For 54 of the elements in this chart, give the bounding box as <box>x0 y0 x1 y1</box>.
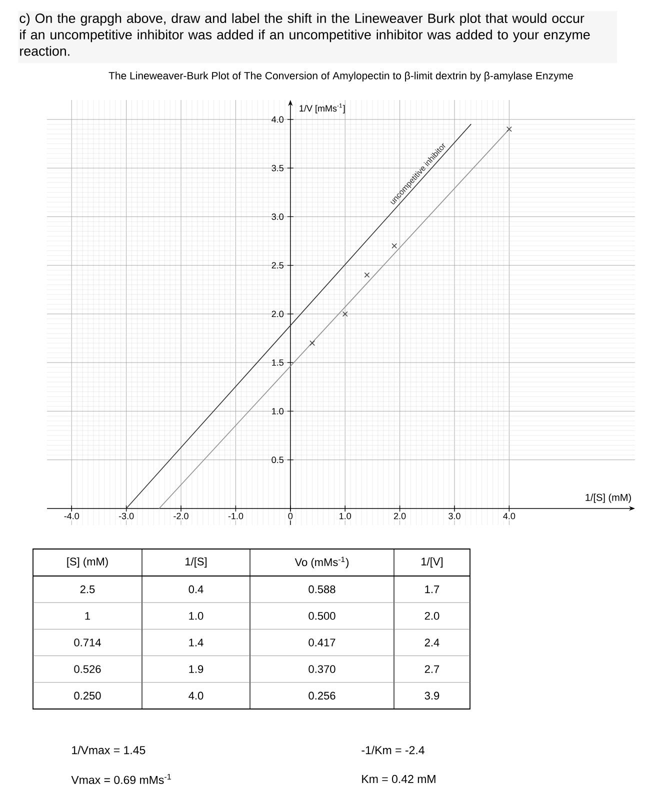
text: Vo (mMs$^{-1}$) <box>294 556 349 568</box>
text: 2.0 <box>424 612 440 620</box>
x-axis-title: 1/[S] (mM) <box>586 494 631 503</box>
text: 4.0 <box>188 692 204 700</box>
x-tick-label: -2.0 <box>174 512 188 520</box>
x-tick-label: 1.0 <box>340 512 352 520</box>
point <box>392 243 397 248</box>
text: 3.9 <box>424 692 440 700</box>
text: 0.500 <box>308 612 336 620</box>
x-tick-label: -3.0 <box>118 512 134 520</box>
y-tick-label: 3.0 <box>272 214 284 220</box>
y-axis-title: 1/V [mMs$^{-1}$] <box>300 104 345 114</box>
text: 2.4 <box>424 638 440 646</box>
y-tick-label: 3.5 <box>272 164 284 172</box>
text: 0.4 <box>188 585 204 594</box>
text: [S] (mM) <box>67 557 108 568</box>
text: 0.588 <box>308 585 336 594</box>
chart-title: The Lineweaver-Burk Plot of The Conversion of Amylopectin to β-limit dextrin by β-amylase Enzyme <box>108 72 573 82</box>
point <box>506 126 512 132</box>
text: 1/[S] <box>186 557 207 568</box>
text: 0.256 <box>308 692 336 700</box>
text: 2.7 <box>424 665 440 673</box>
text: 2.5 <box>80 585 95 594</box>
text: 0.417 <box>308 638 336 646</box>
text: 1.4 <box>189 638 204 646</box>
x-tick-label: 2.0 <box>394 512 406 520</box>
text: 1.9 <box>189 665 204 673</box>
point <box>342 311 348 316</box>
x-tick-label: -1.0 <box>228 512 244 520</box>
x-tick-label: 4.0 <box>503 512 516 520</box>
x-tick-label: 3.0 <box>448 512 460 520</box>
y-tick-label: 4.0 <box>272 116 284 123</box>
text: 1/[V] <box>422 557 443 568</box>
point <box>310 340 315 346</box>
y-tick-label: 1.5 <box>272 359 284 366</box>
text: 1/Vmax = 1.45 <box>72 746 146 754</box>
text: 0.714 <box>74 638 101 646</box>
x-tick-label: -4.0 <box>64 512 80 520</box>
point <box>364 272 370 278</box>
y-tick-label: 2.0 <box>272 310 284 318</box>
text: 0.526 <box>74 665 101 673</box>
x-tick-label: 0 <box>288 512 293 520</box>
text: 1.7 <box>425 586 440 594</box>
text: 1 <box>85 612 90 620</box>
text: Vmax = 0.69 mMs$^{-1}$ <box>71 774 171 784</box>
y-tick-label: 0.5 <box>272 456 284 464</box>
text: c) On the grapgh above, draw and label the shift in the Lineweaver Burk plot that would occur if an uncompetitive inhibitor was added if an uncompetitive inhibitor was added to your enzyme reaction. <box>20 13 590 56</box>
text: 1.0 <box>189 612 204 620</box>
text: 0.250 <box>74 692 101 700</box>
y-tick-label: 1.0 <box>272 408 284 414</box>
y-tick-label: 2.5 <box>272 262 284 269</box>
text: Km = 0.42 mM <box>362 774 436 784</box>
text: 0.370 <box>308 665 336 673</box>
text: -1/Km = -2.4 <box>362 746 424 754</box>
